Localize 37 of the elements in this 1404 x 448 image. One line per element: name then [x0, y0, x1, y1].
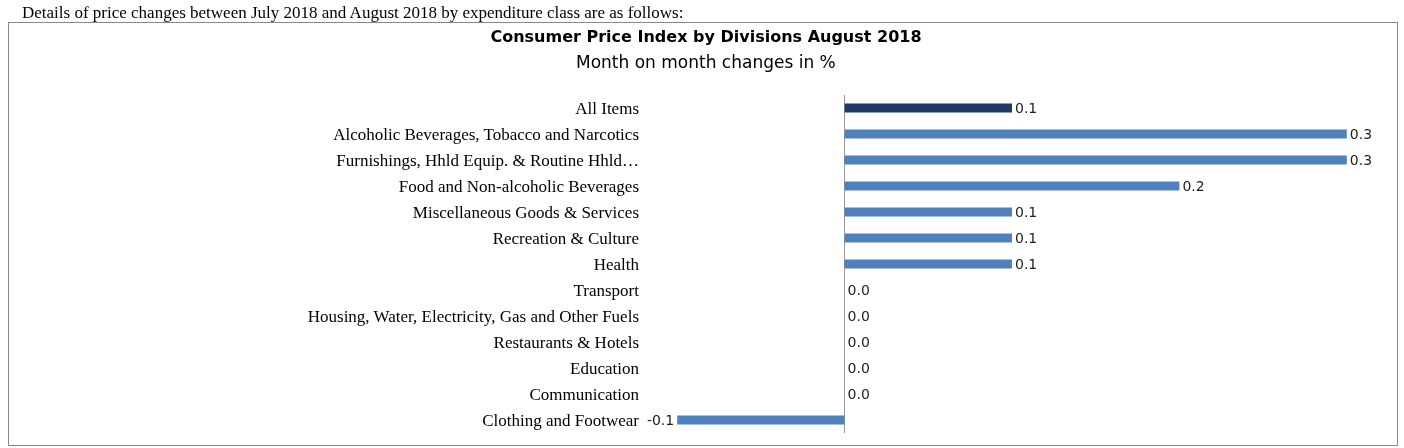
bar: [844, 233, 1012, 243]
data-label: 0.1: [1015, 230, 1038, 246]
y-tick-label: Education: [570, 358, 640, 378]
bar: [677, 415, 845, 425]
data-label: 0.0: [847, 308, 870, 324]
bar: [844, 155, 1347, 165]
data-label: 0.0: [847, 282, 870, 298]
y-tick-label: Transport: [573, 280, 640, 300]
y-tick-label: Recreation & Culture: [492, 228, 639, 248]
data-label: -0.1: [646, 412, 675, 428]
data-label: 0.0: [847, 334, 870, 350]
y-tick-label: Health: [593, 254, 640, 274]
bar: [844, 207, 1012, 217]
bar: [844, 129, 1347, 139]
bar: [844, 103, 1012, 113]
y-tick-label: Communication: [529, 384, 640, 404]
y-tick-label: Housing, Water, Electricity, Gas and Other Fuels: [307, 306, 639, 326]
y-tick-label: Miscellaneous Goods & Services: [412, 202, 639, 222]
data-label: 0.1: [1015, 204, 1038, 220]
data-label: 0.1: [1015, 100, 1038, 116]
data-label: 0.1: [1015, 256, 1038, 272]
data-label: 0.3: [1349, 152, 1373, 168]
y-tick-label: Restaurants & Hotels: [493, 332, 639, 352]
y-tick-label: Alcoholic Beverages, Tobacco and Narcotics: [333, 124, 639, 144]
data-label: 0.0: [847, 386, 870, 402]
text: Details of price changes between July 2018 and August 2018 by expenditure class are as follows:: [22, 3, 684, 22]
y-tick-label: All Items: [575, 98, 639, 118]
y-tick-label: Food and Non-alcoholic Beverages: [398, 176, 639, 196]
y-tick-label: Furnishings, Hhld Equip. & Routine Hhld…: [336, 150, 639, 170]
chart-subtitle: Month on month changes in %: [576, 52, 836, 72]
y-tick-label: Clothing and Footwear: [482, 410, 640, 430]
chart-title: Consumer Price Index by Divisions August 2018: [490, 26, 922, 46]
data-label: 0.2: [1182, 178, 1205, 194]
data-label: 0.0: [847, 360, 870, 376]
bar: [844, 259, 1012, 269]
data-label: 0.3: [1349, 126, 1373, 142]
bar: [844, 181, 1180, 191]
